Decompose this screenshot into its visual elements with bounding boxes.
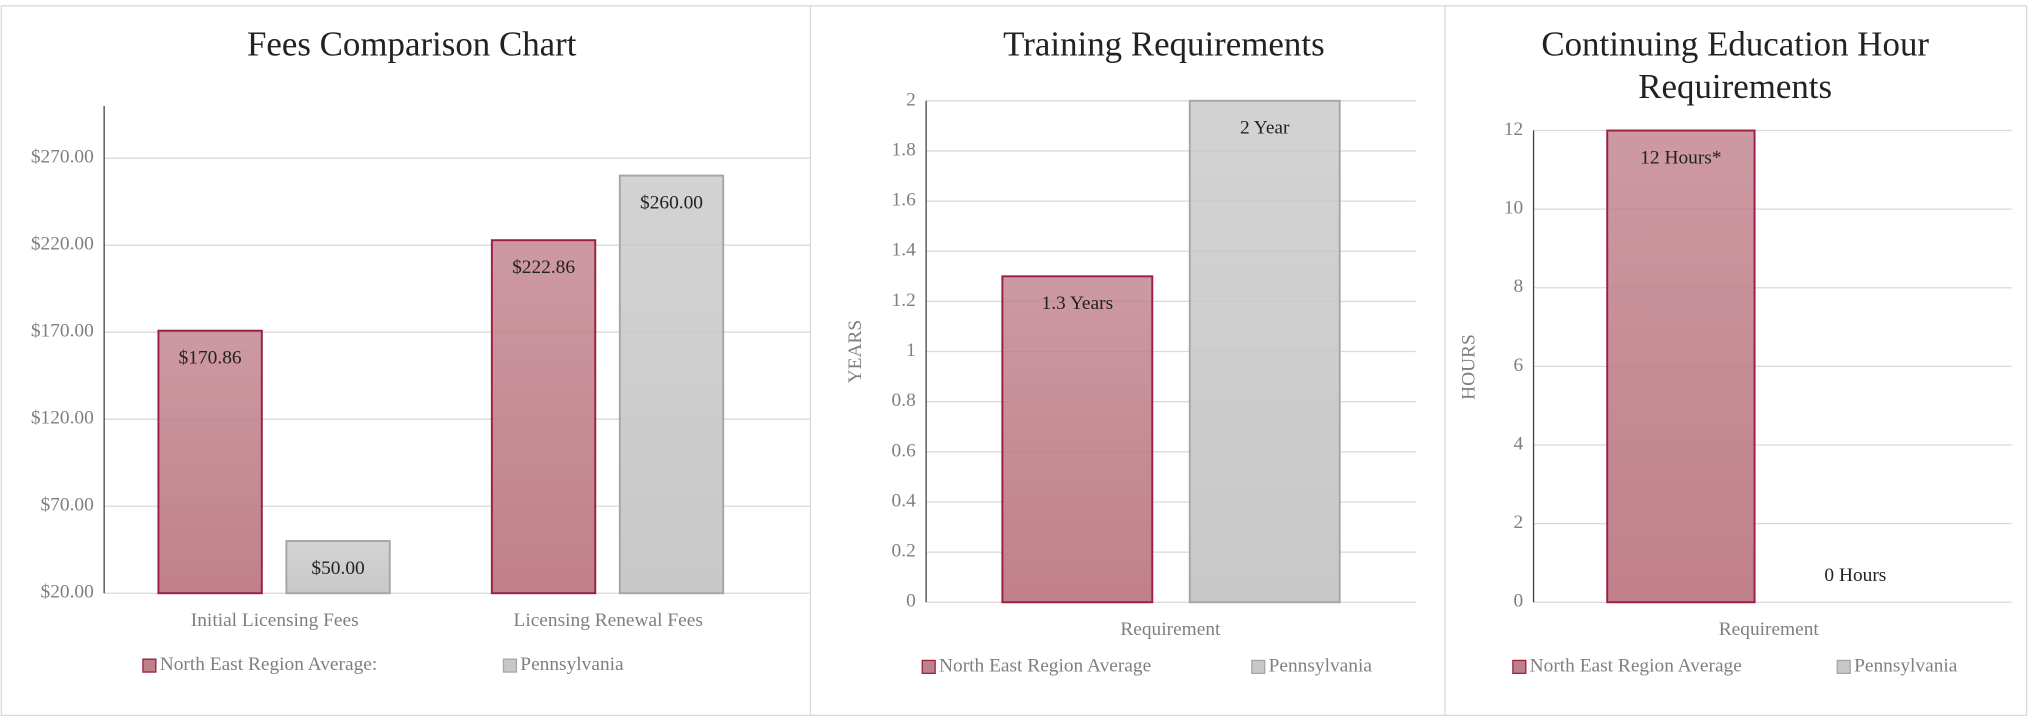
data-label: 12 Hours* (1640, 147, 1721, 168)
legend-label: North East Region Average (1530, 655, 1742, 676)
y-tick-label: $270.00 (31, 147, 94, 168)
legend-label: Pennsylvania (1269, 655, 1373, 676)
y-tick-label: 0.4 (892, 490, 917, 511)
bar (157, 329, 263, 595)
legend-swatch (142, 658, 157, 673)
y-tick-label: 2 (906, 89, 916, 110)
data-label: $50.00 (311, 558, 364, 579)
legend-swatch (1251, 659, 1266, 674)
data-label: $170.86 (179, 348, 242, 369)
legend-swatch (502, 658, 518, 673)
title-box: Fees Comparison Chart (246, 24, 577, 64)
x-tick-label: Licensing Renewal Fees (513, 610, 702, 631)
legend-swatch (1512, 659, 1527, 674)
y-tick-label: $120.00 (31, 408, 94, 429)
y-tick-label: $70.00 (41, 495, 94, 516)
y-axis-label: HOURS (1459, 334, 1480, 400)
y-tick-label: 1.4 (892, 240, 917, 261)
legend-swatch (921, 659, 936, 674)
data-label: 2 Year (1240, 118, 1290, 139)
data-label: $222.86 (512, 257, 575, 278)
y-tick-label: 0.8 (892, 390, 916, 411)
y-tick-label: $220.00 (31, 234, 94, 255)
y-tick-label: 1.6 (892, 190, 917, 211)
bar (1188, 99, 1341, 604)
title-box: Training Requirements (1003, 24, 1325, 64)
y-tick-label: 0 (1514, 591, 1524, 612)
bar (618, 174, 725, 595)
y-axis-label: YEARS (845, 320, 866, 384)
data-label: $260.00 (640, 192, 703, 213)
y-tick-label: 0.2 (892, 541, 916, 562)
bar (1606, 129, 1756, 604)
legend-label: Pennsylvania (520, 654, 624, 675)
legend-label: North East Region Average: (160, 654, 378, 675)
y-tick-label: $170.00 (31, 321, 94, 342)
y-tick-label: 1 (906, 340, 916, 361)
chart-title: Fees Comparison Chart (246, 24, 577, 64)
title-box: Continuing Education Hour Requirements (1541, 24, 1930, 106)
chart-title: Training Requirements (1003, 24, 1325, 64)
y-tick-label: 2 (1514, 512, 1524, 533)
bar (285, 540, 391, 595)
y-tick-label: 0.6 (892, 440, 917, 461)
x-tick-label: Requirement (1120, 619, 1221, 640)
y-tick-label: 4 (1514, 433, 1524, 454)
y-tick-label: 12 (1504, 119, 1523, 140)
legend-swatch (1836, 659, 1851, 674)
y-tick-label: 1.8 (892, 139, 916, 160)
legend-label: Pennsylvania (1854, 655, 1958, 676)
x-tick-label: Requirement (1719, 619, 1820, 640)
legend-label: North East Region Average (939, 655, 1151, 676)
y-tick-label: 1.2 (892, 290, 916, 311)
y-tick-label: 8 (1514, 276, 1524, 297)
bar (1001, 275, 1154, 604)
data-label: 1.3 Years (1042, 293, 1114, 314)
chart-title: Continuing Education Hour Requirements (1541, 24, 1930, 106)
y-tick-label: $20.00 (41, 582, 94, 603)
y-tick-label: 0 (906, 591, 916, 612)
bar (490, 239, 597, 595)
x-tick-label: Initial Licensing Fees (191, 610, 359, 631)
y-tick-label: 6 (1514, 355, 1524, 376)
data-label: 0 Hours (1824, 565, 1886, 586)
y-tick-label: 10 (1504, 198, 1523, 219)
